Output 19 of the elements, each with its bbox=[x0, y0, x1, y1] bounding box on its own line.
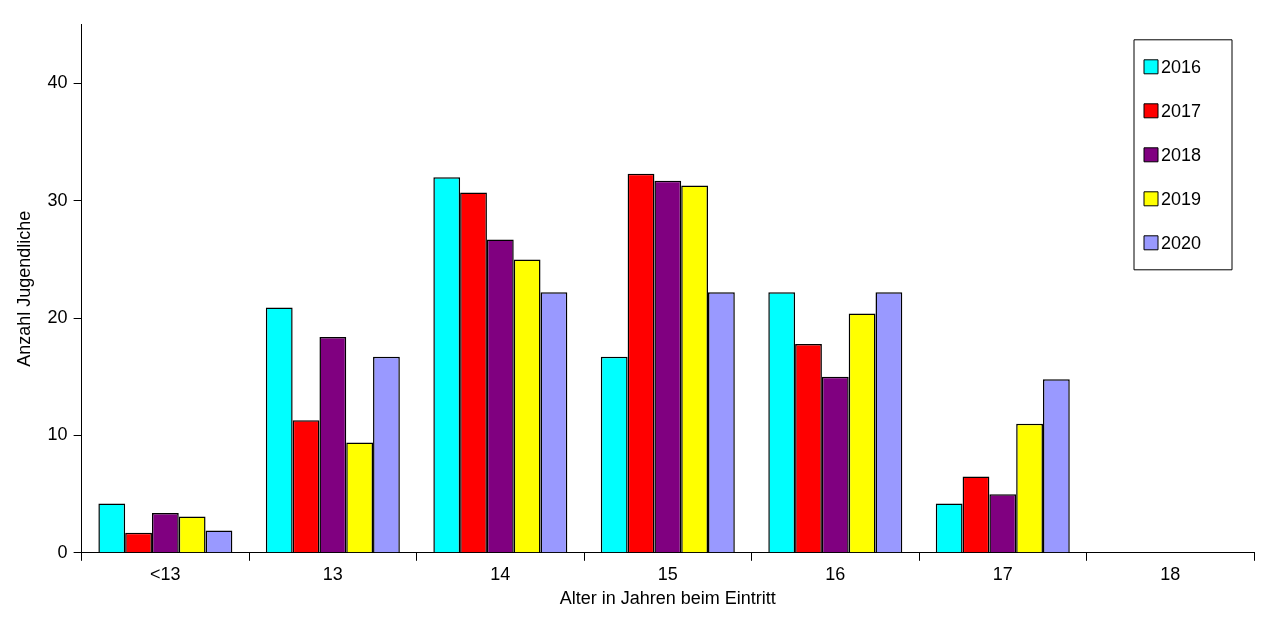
y-tick-label: 10 bbox=[47, 424, 68, 445]
legend-label: 2019 bbox=[1161, 188, 1202, 209]
y-tick-label: 20 bbox=[47, 307, 68, 328]
x-tick-label: 16 bbox=[825, 563, 846, 584]
y-tick-label: 30 bbox=[47, 189, 68, 210]
legend-label: 2020 bbox=[1161, 232, 1202, 253]
x-tick-label: <13 bbox=[150, 563, 181, 584]
x-tick-label: 14 bbox=[490, 563, 511, 584]
x-tick-label: 17 bbox=[992, 563, 1013, 584]
y-tick-label: 40 bbox=[47, 72, 68, 93]
legend-label: 2018 bbox=[1161, 144, 1202, 165]
x-tick-label: 15 bbox=[657, 563, 678, 584]
legend-label: 2016 bbox=[1161, 56, 1202, 77]
x-axis-title: Alter in Jahren beim Eintritt bbox=[559, 588, 776, 609]
y-axis-title: Anzahl Jugendliche bbox=[13, 210, 34, 367]
legend-label: 2017 bbox=[1161, 100, 1202, 121]
x-tick-label: 13 bbox=[322, 563, 343, 584]
x-tick-label: 18 bbox=[1160, 563, 1181, 584]
y-tick-label: 0 bbox=[57, 541, 68, 562]
